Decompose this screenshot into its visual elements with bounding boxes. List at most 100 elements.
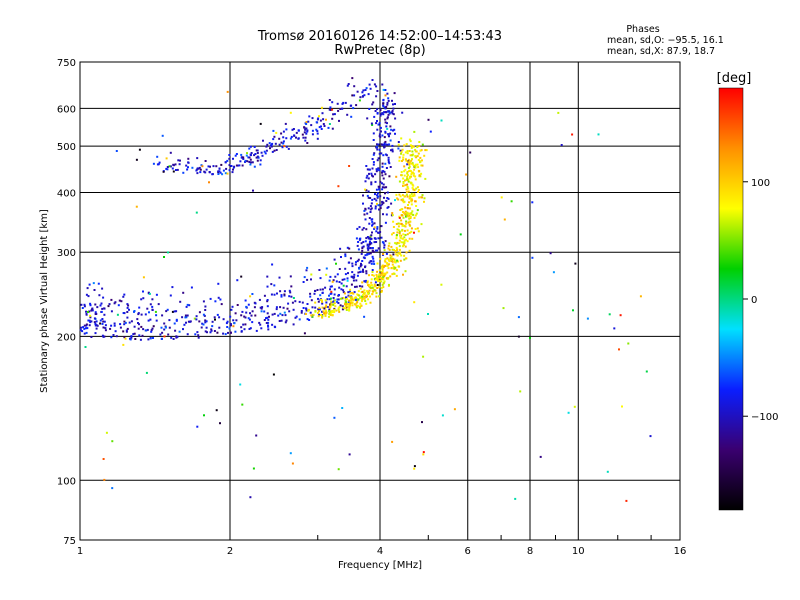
data-point bbox=[402, 244, 405, 246]
data-point bbox=[401, 194, 404, 197]
data-point bbox=[178, 330, 181, 333]
data-point bbox=[382, 266, 385, 269]
data-point bbox=[414, 148, 417, 151]
data-point bbox=[400, 222, 403, 225]
data-point bbox=[361, 260, 364, 262]
data-point bbox=[325, 273, 328, 276]
data-point bbox=[101, 318, 104, 320]
data-point bbox=[349, 257, 352, 260]
data-point bbox=[418, 196, 421, 199]
data-point bbox=[339, 304, 342, 307]
data-point bbox=[363, 213, 366, 216]
data-point bbox=[381, 241, 384, 244]
data-point bbox=[243, 328, 246, 331]
data-point bbox=[411, 195, 414, 198]
data-point bbox=[389, 139, 392, 142]
data-point bbox=[175, 310, 178, 313]
data-point bbox=[361, 285, 364, 288]
data-point bbox=[193, 317, 196, 320]
data-point bbox=[383, 106, 386, 109]
data-point bbox=[331, 309, 334, 312]
data-point bbox=[247, 303, 250, 306]
data-point bbox=[168, 319, 171, 322]
data-point bbox=[376, 249, 379, 252]
data-point bbox=[371, 158, 374, 160]
data-point bbox=[373, 227, 376, 230]
data-point bbox=[278, 276, 281, 279]
data-point bbox=[393, 249, 396, 251]
data-point bbox=[365, 237, 368, 240]
data-point bbox=[401, 160, 403, 162]
data-point bbox=[367, 248, 370, 251]
data-point bbox=[263, 310, 266, 313]
data-point bbox=[203, 414, 205, 417]
data-point bbox=[92, 282, 95, 285]
data-point bbox=[336, 300, 339, 303]
data-point bbox=[368, 261, 371, 264]
data-point bbox=[380, 225, 383, 228]
data-point bbox=[342, 289, 345, 292]
data-point bbox=[278, 137, 281, 140]
data-point bbox=[384, 258, 387, 261]
data-point bbox=[358, 294, 361, 297]
data-point bbox=[102, 320, 105, 323]
data-point bbox=[248, 156, 251, 159]
data-point bbox=[79, 328, 82, 331]
data-point bbox=[382, 264, 384, 267]
data-point bbox=[83, 303, 86, 306]
data-point bbox=[385, 105, 388, 108]
data-point bbox=[147, 291, 150, 294]
data-point bbox=[337, 298, 340, 301]
x-tick-label: 10 bbox=[572, 546, 585, 557]
data-point bbox=[378, 148, 381, 151]
data-point bbox=[371, 224, 373, 227]
data-point bbox=[81, 330, 84, 333]
data-point bbox=[373, 197, 376, 200]
data-point bbox=[365, 228, 368, 231]
data-point bbox=[217, 282, 220, 285]
data-point bbox=[325, 301, 328, 304]
data-point bbox=[103, 320, 106, 323]
data-point bbox=[281, 146, 284, 149]
data-point bbox=[388, 248, 391, 251]
data-point bbox=[345, 285, 348, 288]
data-point bbox=[344, 255, 347, 258]
data-point bbox=[273, 284, 276, 287]
data-point bbox=[376, 90, 379, 92]
data-point bbox=[410, 181, 413, 184]
data-point bbox=[244, 316, 247, 319]
data-point bbox=[318, 310, 320, 313]
data-point bbox=[409, 224, 412, 227]
data-point bbox=[367, 298, 370, 301]
data-point bbox=[376, 202, 378, 205]
data-point bbox=[199, 168, 202, 171]
data-point bbox=[415, 156, 418, 159]
data-point bbox=[373, 83, 376, 86]
data-point bbox=[361, 290, 364, 293]
data-point bbox=[218, 167, 221, 170]
data-point bbox=[256, 155, 259, 158]
data-point bbox=[421, 194, 424, 197]
data-point bbox=[232, 325, 235, 328]
data-point bbox=[387, 206, 390, 208]
data-point bbox=[413, 194, 416, 197]
data-point bbox=[96, 324, 99, 327]
data-point bbox=[417, 191, 420, 193]
data-point bbox=[347, 83, 350, 85]
data-point bbox=[83, 332, 86, 335]
data-point bbox=[140, 313, 143, 316]
data-point bbox=[285, 128, 288, 131]
data-point bbox=[389, 125, 392, 128]
data-point bbox=[264, 152, 267, 155]
data-point bbox=[266, 316, 269, 319]
data-point bbox=[391, 109, 394, 112]
series-X bbox=[304, 130, 428, 319]
data-point bbox=[567, 411, 570, 414]
data-point bbox=[171, 286, 174, 289]
data-point bbox=[310, 124, 313, 127]
data-point bbox=[380, 291, 383, 293]
data-point bbox=[336, 273, 339, 276]
data-point bbox=[361, 295, 364, 298]
data-point bbox=[365, 189, 368, 192]
